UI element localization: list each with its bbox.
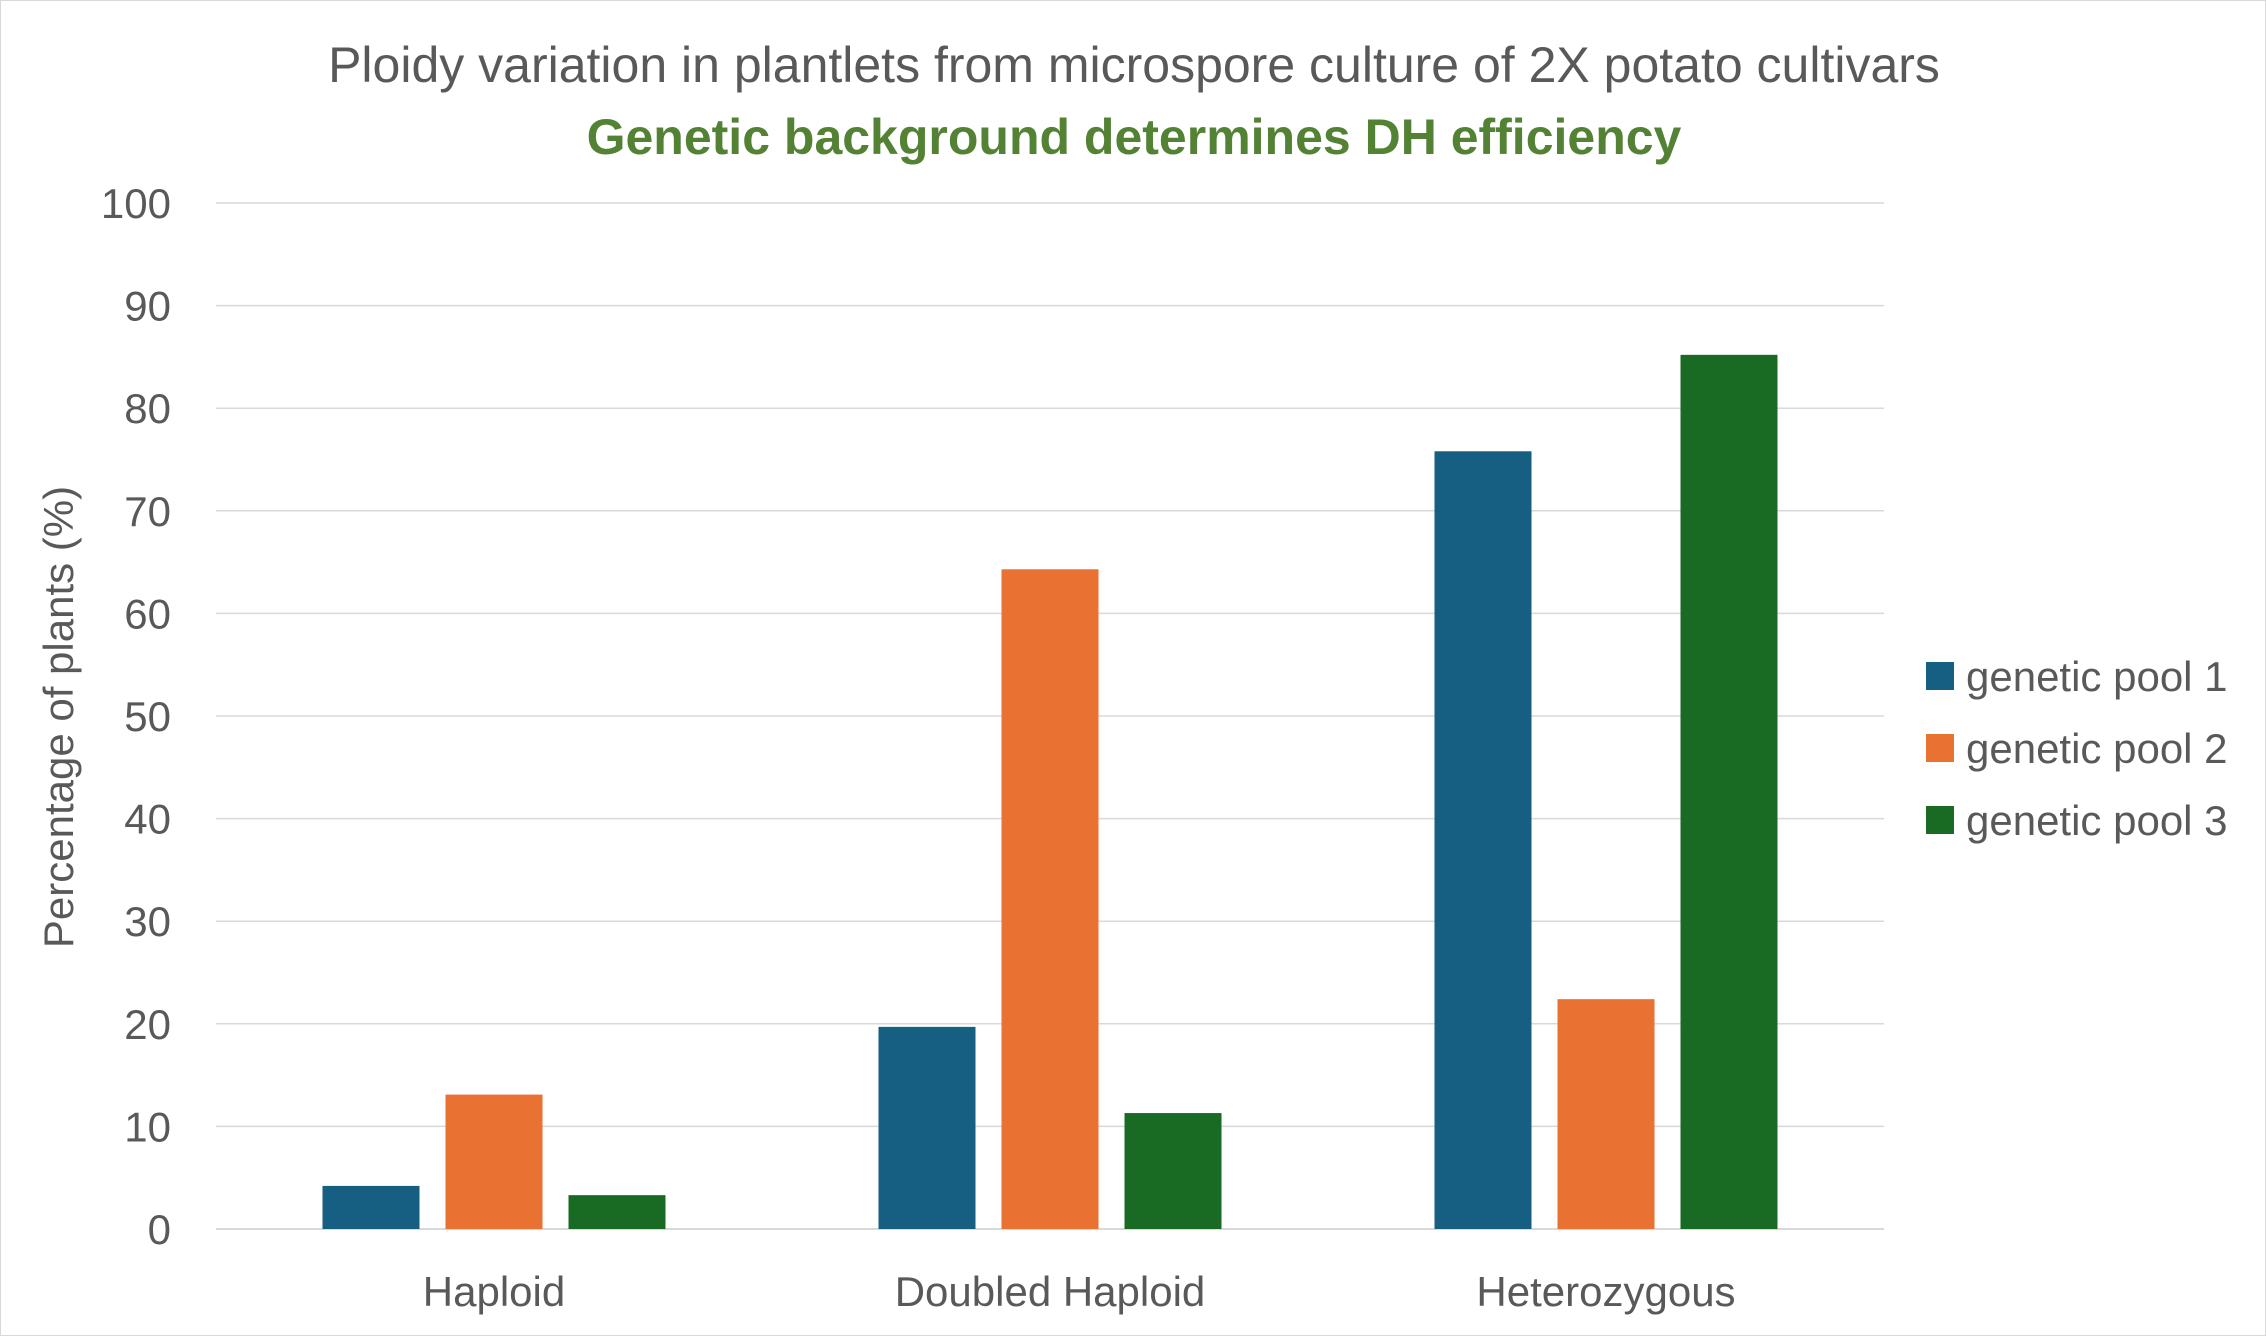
x-tick-label: Haploid <box>423 1268 565 1315</box>
legend: genetic pool 1 genetic pool 2 genetic pool… <box>1926 653 2228 844</box>
bar <box>445 1094 543 1229</box>
x-tick-label: Heterozygous <box>1476 1268 1735 1315</box>
legend-swatch <box>1926 806 1954 834</box>
chart-title: Ploidy variation in plantlets from micro… <box>328 37 1940 93</box>
y-tick-label: 10 <box>124 1103 171 1150</box>
y-axis-ticks: 0 10 20 30 40 50 60 70 80 90 100 <box>101 180 171 1253</box>
x-tick-label: Doubled Haploid <box>895 1268 1206 1315</box>
y-tick-label: 80 <box>124 385 171 432</box>
bar <box>878 1026 976 1229</box>
y-tick-label: 90 <box>124 283 171 330</box>
y-tick-label: 50 <box>124 693 171 740</box>
y-tick-label: 0 <box>148 1206 171 1253</box>
y-tick-label: 40 <box>124 796 171 843</box>
bars <box>322 354 1778 1229</box>
bar <box>322 1185 420 1229</box>
legend-label: genetic pool 2 <box>1966 725 2228 772</box>
y-tick-label: 20 <box>124 1001 171 1048</box>
bar <box>1124 1113 1222 1229</box>
y-tick-label: 60 <box>124 590 171 637</box>
bar <box>1001 569 1099 1229</box>
y-axis-title: Percentage of plants (%) <box>35 486 82 948</box>
bar <box>1680 354 1778 1229</box>
legend-label: genetic pool 1 <box>1966 653 2228 700</box>
bar <box>1557 999 1655 1229</box>
y-tick-label: 70 <box>124 488 171 535</box>
legend-label: genetic pool 3 <box>1966 797 2228 844</box>
y-tick-label: 100 <box>101 180 171 227</box>
bar <box>568 1195 666 1229</box>
x-axis-ticks: Haploid Doubled Haploid Heterozygous <box>423 1268 1736 1315</box>
chart-subtitle: Genetic background determines DH efficie… <box>587 109 1682 165</box>
legend-swatch <box>1926 734 1954 762</box>
legend-swatch <box>1926 662 1954 690</box>
y-tick-label: 30 <box>124 898 171 945</box>
bar <box>1434 451 1532 1229</box>
